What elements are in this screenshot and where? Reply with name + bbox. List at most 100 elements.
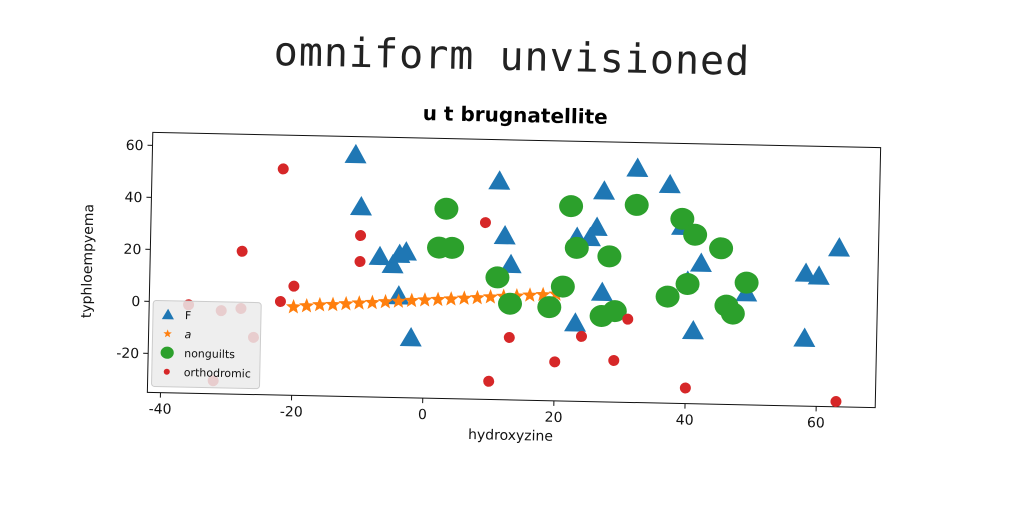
legend-label: orthodromic xyxy=(184,366,251,380)
legend-box xyxy=(151,299,262,390)
point-dot xyxy=(277,163,289,175)
point-star xyxy=(325,296,341,312)
legend: Fa nonguilts orthodromic xyxy=(151,299,262,390)
series-a xyxy=(285,286,564,314)
point-circle xyxy=(602,300,627,323)
point-dot xyxy=(503,331,515,343)
point-star xyxy=(351,295,367,310)
point-circle xyxy=(597,245,622,268)
legend-label: a xyxy=(184,328,191,341)
x-tick-label: 60 xyxy=(807,415,825,431)
point-triangle xyxy=(585,216,608,236)
point-dot xyxy=(549,356,561,368)
point-circle xyxy=(734,271,759,294)
point-triangle xyxy=(793,327,816,347)
point-star xyxy=(285,298,302,314)
point-dot xyxy=(830,396,842,408)
point-circle xyxy=(537,296,562,319)
plot-area: u t brugnatellite -40 -20 0 20 40 60 -20 0 20 40 6… xyxy=(79,101,882,445)
series-f xyxy=(344,143,851,347)
point-triangle xyxy=(590,281,613,302)
point-triangle xyxy=(807,265,830,285)
point-star xyxy=(377,293,394,309)
data-points xyxy=(183,143,851,408)
y-tick-label: 20 xyxy=(123,242,141,258)
point-dot xyxy=(575,330,587,342)
x-tick-label: 40 xyxy=(676,412,694,428)
point-star xyxy=(469,289,485,305)
legend-marker xyxy=(163,329,172,338)
point-dot xyxy=(622,313,634,325)
point-circle xyxy=(498,292,523,315)
y-tick-label: -20 xyxy=(116,346,139,362)
series-nonguilts xyxy=(427,193,759,328)
point-star xyxy=(535,286,551,302)
y-tick-label: 0 xyxy=(131,294,140,310)
x-axis-label: hydroxyzine xyxy=(468,427,553,445)
point-triangle xyxy=(368,245,391,266)
legend-marker xyxy=(161,308,174,320)
point-star xyxy=(482,289,499,304)
point-circle xyxy=(559,195,584,218)
point-circle xyxy=(485,266,510,289)
point-star xyxy=(417,292,433,307)
point-star xyxy=(299,297,315,313)
point-triangle xyxy=(828,237,851,257)
point-circle xyxy=(440,236,465,259)
point-dot xyxy=(355,230,367,242)
point-triangle xyxy=(499,253,522,274)
point-star xyxy=(404,292,420,308)
point-dot xyxy=(354,256,366,268)
point-triangle xyxy=(681,319,704,340)
point-star xyxy=(522,287,538,302)
point-star xyxy=(430,291,446,307)
point-triangle xyxy=(658,173,681,194)
point-triangle xyxy=(399,327,422,347)
point-dot xyxy=(236,245,248,257)
point-circle xyxy=(683,223,708,246)
point-circle xyxy=(675,273,700,296)
point-triangle xyxy=(394,241,417,261)
point-star xyxy=(364,294,380,310)
point-circle xyxy=(564,236,589,259)
point-dot xyxy=(288,280,300,292)
point-triangle xyxy=(488,170,511,190)
x-tick-label: -40 xyxy=(149,401,172,417)
point-triangle xyxy=(626,157,649,178)
point-dot xyxy=(483,375,495,387)
point-triangle xyxy=(349,195,372,216)
x-tick-label: 0 xyxy=(418,407,427,423)
point-star xyxy=(456,290,472,305)
chart-title: u t brugnatellite xyxy=(423,101,608,129)
point-triangle xyxy=(794,262,817,282)
point-circle xyxy=(709,237,734,260)
point-circle xyxy=(624,193,649,216)
point-dot xyxy=(608,354,620,366)
point-circle xyxy=(550,275,575,298)
point-star xyxy=(390,293,407,308)
point-triangle xyxy=(689,252,712,272)
point-dot xyxy=(274,295,286,307)
point-triangle xyxy=(564,312,587,332)
point-dot xyxy=(679,382,691,394)
point-star xyxy=(312,296,328,312)
legend-label: nonguilts xyxy=(184,347,235,361)
point-circle xyxy=(720,302,745,325)
plot-frame xyxy=(146,131,882,409)
x-tick-label: 20 xyxy=(544,410,562,426)
point-star xyxy=(443,291,459,306)
point-star xyxy=(338,295,354,311)
point-circle xyxy=(670,207,695,230)
y-tick-label: 60 xyxy=(126,138,144,154)
point-circle xyxy=(434,197,459,220)
point-triangle xyxy=(381,253,404,274)
legend-label: F xyxy=(185,309,192,322)
y-tick-label: 40 xyxy=(124,190,142,206)
point-triangle xyxy=(593,180,616,200)
point-triangle xyxy=(344,143,367,164)
x-tick-label: -20 xyxy=(280,404,303,420)
y-axis-label: typhloempyema xyxy=(79,204,97,319)
legend-marker xyxy=(160,346,174,359)
axis-ticks: -40 -20 0 20 40 60 -20 0 20 40 60 xyxy=(116,138,825,432)
